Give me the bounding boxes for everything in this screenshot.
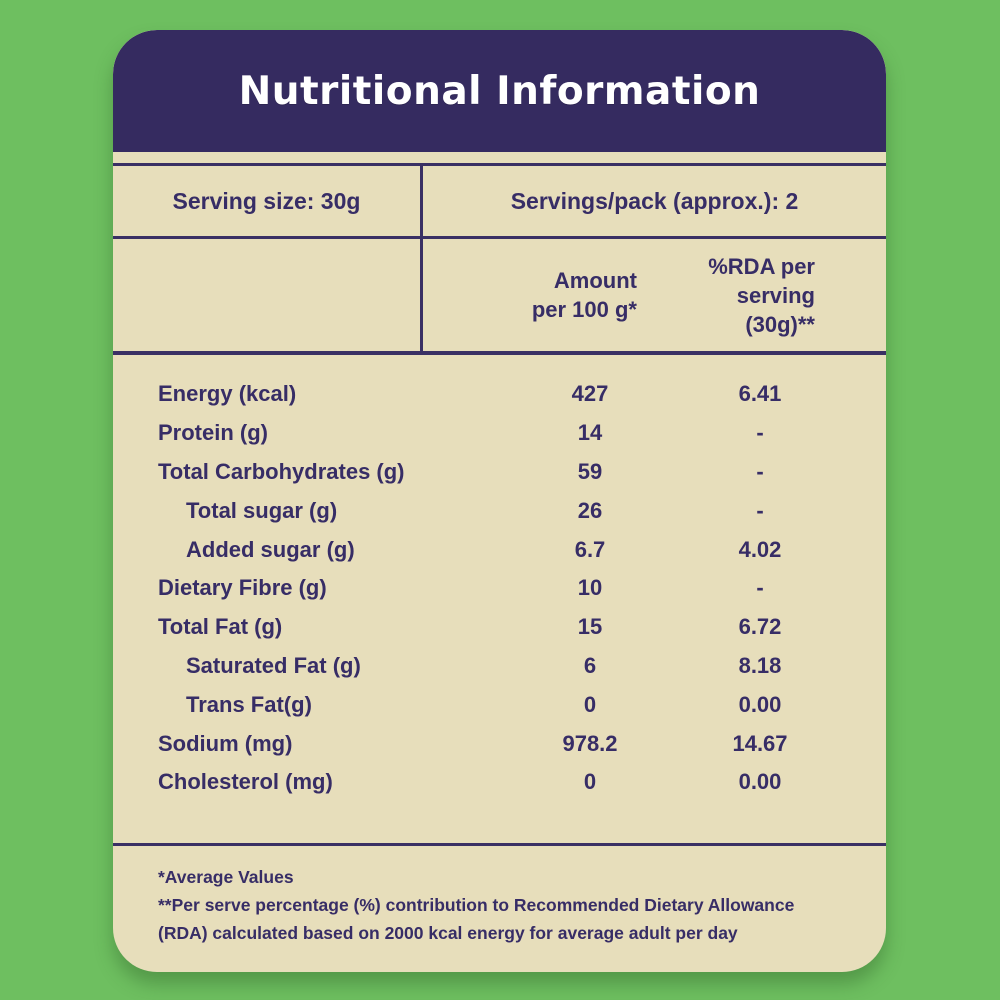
nutrient-name: Saturated Fat (g): [186, 652, 361, 678]
nutrient-amount: 6: [583, 652, 597, 678]
nutrient-rda: 8.18: [738, 652, 782, 678]
column-headers: Amount per 100 g* %RDA per serving (30g)…: [423, 239, 886, 351]
nutrient-amount: 6.7: [574, 536, 606, 562]
nutrient-amount: 978.2: [562, 730, 618, 756]
nutrient-name: Trans Fat(g): [186, 691, 312, 717]
page-title: Nutritional Information: [238, 68, 761, 114]
nutrient-rda: 6.72: [738, 614, 782, 640]
nutrient-amount: 0: [583, 769, 597, 795]
footnote-average-values: *Average Values: [158, 867, 294, 887]
footnote-rda-line1: **Per serve percentage (%) contribution …: [158, 895, 795, 915]
table-row-protein: Protein (g) 14 -: [113, 414, 886, 453]
header-gap: [113, 152, 886, 163]
nutrition-label: Nutritional Information Serving size: 30…: [113, 30, 886, 972]
table-row-dietary-fibre: Dietary Fibre (g) 10 -: [113, 569, 886, 608]
column-header-amount-line2: per 100 g*: [531, 297, 637, 322]
nutrient-amount: 59: [577, 458, 603, 484]
nutrient-name: Energy (kcal): [158, 381, 297, 407]
nutrient-rda: -: [756, 420, 764, 446]
nutrient-name: Sodium (mg): [158, 730, 293, 756]
column-header-row: Amount per 100 g* %RDA per serving (30g)…: [113, 239, 886, 355]
column-header-rda-line2: serving: [736, 282, 815, 308]
column-header-amount: Amount per 100 g*: [505, 266, 665, 324]
nutrient-amount: 427: [571, 381, 609, 407]
column-header-empty-cell: [113, 239, 423, 351]
footnote-rda-line2: (RDA) calculated based on 2000 kcal ener…: [158, 923, 738, 943]
nutrient-amount: 0: [583, 691, 597, 717]
column-header-rda-line3: (30g)**: [745, 311, 815, 337]
nutrient-amount: 14: [577, 420, 603, 446]
nutrient-rda: 14.67: [732, 730, 788, 756]
table-row-energy: Energy (kcal) 427 6.41: [113, 375, 886, 414]
table-row-total-carbohydrates: Total Carbohydrates (g) 59 -: [113, 453, 886, 492]
serving-size: Serving size: 30g: [113, 166, 423, 236]
nutrient-name: Dietary Fibre (g): [158, 575, 327, 601]
nutrient-name: Protein (g): [158, 420, 268, 446]
serving-info-row: Serving size: 30g Servings/pack (approx.…: [113, 163, 886, 239]
table-row-cholesterol: Cholesterol (mg) 0 0.00: [113, 763, 886, 802]
nutrient-rda: 4.02: [738, 536, 782, 562]
table-row-trans-fat: Trans Fat(g) 0 0.00: [113, 685, 886, 724]
table-row-saturated-fat: Saturated Fat (g) 6 8.18: [113, 647, 886, 686]
nutrient-rda: 0.00: [738, 691, 782, 717]
nutrient-rda: 6.41: [738, 381, 782, 407]
nutrient-rda: -: [756, 458, 764, 484]
table-row-total-fat: Total Fat (g) 15 6.72: [113, 608, 886, 647]
nutrient-rda: 0.00: [738, 769, 782, 795]
table-row-added-sugar: Added sugar (g) 6.7 4.02: [113, 530, 886, 569]
nutrient-name: Total sugar (g): [186, 497, 338, 523]
nutrient-amount: 10: [577, 575, 603, 601]
nutrient-name: Total Fat (g): [158, 614, 283, 640]
label-header-band: Nutritional Information: [113, 30, 886, 152]
column-header-rda-line1: %RDA per: [708, 253, 815, 279]
nutrient-amount: 15: [577, 614, 603, 640]
nutrient-amount: 26: [577, 497, 603, 523]
nutrient-name: Cholesterol (mg): [158, 769, 333, 795]
column-header-amount-line1: Amount: [553, 268, 637, 293]
table-row-sodium: Sodium (mg) 978.2 14.67: [113, 724, 886, 763]
nutrient-rda: -: [756, 497, 764, 523]
servings-per-pack: Servings/pack (approx.): 2: [510, 187, 799, 214]
table-row-total-sugar: Total sugar (g) 26 -: [113, 491, 886, 530]
nutrient-name: Total Carbohydrates (g): [158, 458, 405, 484]
column-header-rda: %RDA per serving (30g)**: [665, 252, 845, 339]
nutrient-name: Added sugar (g): [186, 536, 355, 562]
footnotes: *Average Values **Per serve percentage (…: [113, 843, 886, 947]
nutrient-table-body: Energy (kcal) 427 6.41 Protein (g) 14 - …: [113, 355, 886, 843]
nutrient-rda: -: [756, 575, 764, 601]
